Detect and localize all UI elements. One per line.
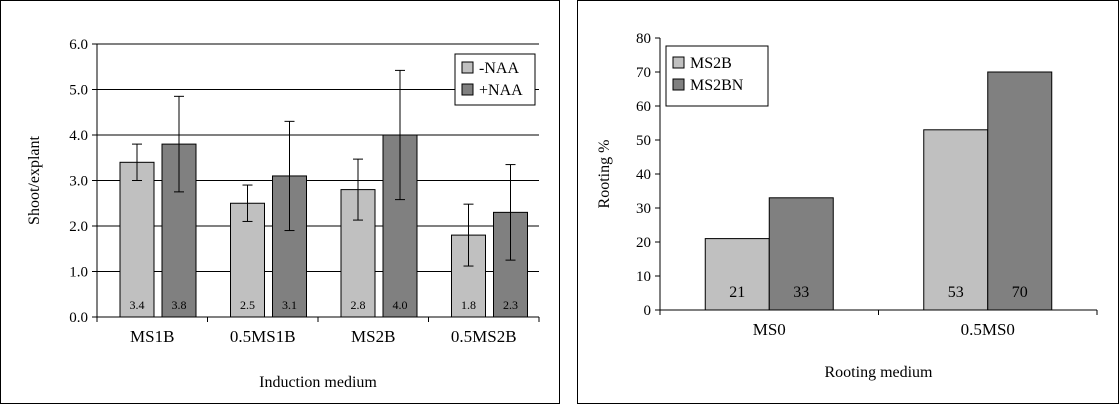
legend-swatch bbox=[672, 78, 685, 91]
y-tick-label: 70 bbox=[636, 65, 651, 81]
data-label: 33 bbox=[793, 284, 809, 301]
x-tick-label: 0.5MS0 bbox=[961, 320, 1015, 339]
y-tick-label: 6.0 bbox=[69, 37, 88, 53]
y-tick-label: 3.0 bbox=[69, 174, 88, 190]
y-tick-label: 60 bbox=[636, 99, 651, 115]
x-tick-label: 0.5MS2B bbox=[451, 327, 517, 346]
legend-swatch bbox=[461, 83, 474, 96]
y-tick-label: 10 bbox=[636, 269, 651, 285]
x-tick-label: MS0 bbox=[753, 320, 786, 339]
legend-swatch bbox=[672, 56, 685, 69]
y-tick-label: 0.0 bbox=[69, 310, 88, 326]
legend-label: MS2B bbox=[690, 55, 732, 72]
bar bbox=[923, 129, 989, 311]
bar bbox=[987, 71, 1053, 311]
data-label: 21 bbox=[729, 284, 745, 301]
x-axis-title: Rooting medium bbox=[825, 364, 934, 381]
chart-panel-shoot: 0.0 1.0 2.0 3.0 4.0 5.0 6.0 3.4 3.8 MS1B 2.5 3.1 0.5… bbox=[0, 0, 560, 404]
data-label: 1.8 bbox=[461, 298, 476, 312]
data-label: 3.1 bbox=[282, 298, 297, 312]
legend-box bbox=[665, 45, 769, 107]
x-tick-label: MS2B bbox=[351, 327, 395, 346]
y-tick-label: 2.0 bbox=[69, 219, 88, 235]
y-tick-label: 50 bbox=[636, 133, 651, 149]
data-label: 4.0 bbox=[393, 298, 408, 312]
y-tick-label: 30 bbox=[636, 201, 651, 217]
y-tick-label: 20 bbox=[636, 235, 651, 251]
bar bbox=[704, 238, 770, 311]
legend-label: MS2BN bbox=[690, 77, 744, 94]
data-label: 3.8 bbox=[172, 298, 187, 312]
chart-panel-rooting: 0 10 20 30 40 50 60 70 80 21 33 MS0 53 70 0.5MS0 Rootin… bbox=[577, 0, 1119, 404]
bar bbox=[119, 161, 155, 318]
x-tick-label: MS1B bbox=[130, 327, 174, 346]
y-axis-title: Shoot/explant bbox=[26, 136, 43, 225]
legend-swatch bbox=[461, 61, 474, 74]
y-tick-label: 80 bbox=[636, 31, 651, 47]
y-axis-title: Rooting % bbox=[596, 140, 613, 209]
x-tick-label: 0.5MS1B bbox=[230, 327, 296, 346]
y-tick-label: 4.0 bbox=[69, 128, 88, 144]
y-tick-label: 5.0 bbox=[69, 83, 88, 99]
data-label: 3.4 bbox=[130, 298, 145, 312]
shoot-chart: 0.0 1.0 2.0 3.0 4.0 5.0 6.0 3.4 3.8 MS1B 2.5 3.1 0.5… bbox=[26, 37, 540, 391]
data-label: 53 bbox=[948, 284, 964, 301]
y-tick-label: 40 bbox=[636, 167, 651, 183]
data-label: 2.8 bbox=[351, 298, 366, 312]
y-tick-label: 1.0 bbox=[69, 265, 88, 281]
bar bbox=[768, 197, 834, 311]
x-axis-title: Induction medium bbox=[259, 374, 377, 391]
y-tick-label: 0 bbox=[644, 303, 652, 319]
legend-label: -NAA bbox=[479, 60, 519, 77]
legend-label: +NAA bbox=[479, 82, 523, 99]
rooting-chart: 0 10 20 30 40 50 60 70 80 21 33 MS0 53 70 0.5MS0 Rootin… bbox=[596, 31, 1098, 381]
data-label: 2.5 bbox=[240, 298, 255, 312]
data-label: 70 bbox=[1012, 284, 1028, 301]
bar bbox=[230, 202, 265, 318]
data-label: 2.3 bbox=[503, 298, 518, 312]
